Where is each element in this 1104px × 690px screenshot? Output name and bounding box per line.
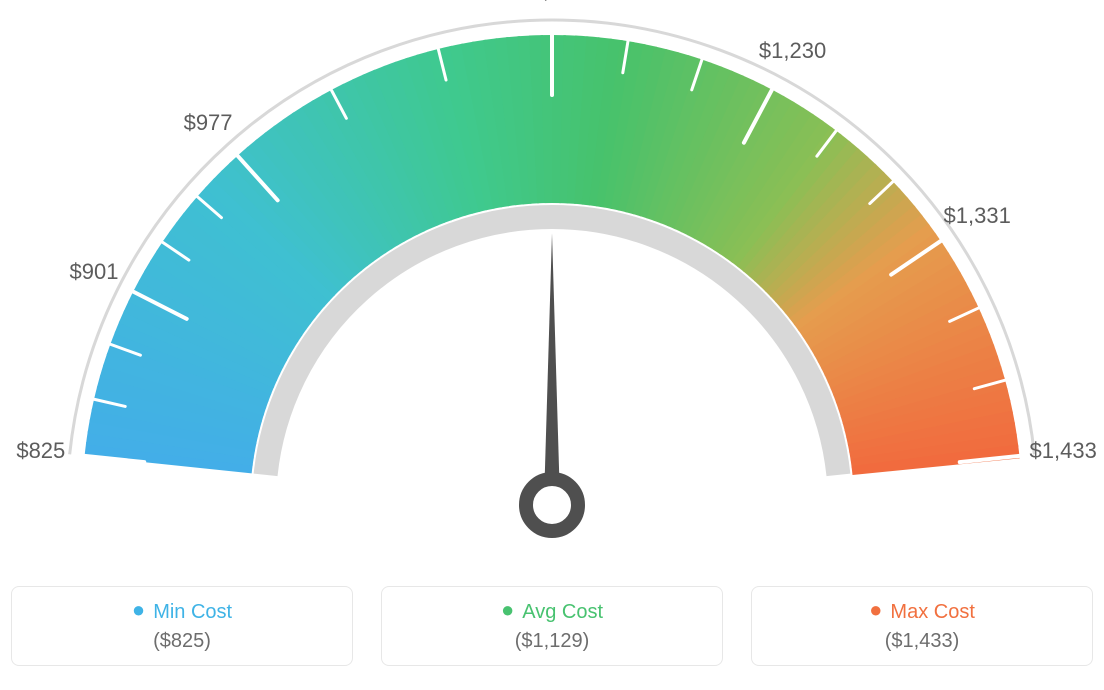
legend-card-min: ● Min Cost ($825) (11, 586, 353, 667)
gauge-hub (526, 479, 578, 531)
gauge-tick-label: $901 (70, 259, 119, 285)
gauge-tick-label: $825 (16, 438, 65, 464)
gauge-tick-label: $1,230 (759, 38, 826, 64)
gauge-tick-label: $1,129 (518, 0, 585, 4)
legend-label-avg: Avg Cost (522, 601, 603, 624)
legend-value-min: ($825) (22, 630, 342, 653)
gauge-tick-label: $1,433 (1030, 438, 1097, 464)
gauge-tick-label: $1,331 (944, 203, 1011, 229)
legend-row: ● Min Cost ($825) ● Avg Cost ($1,129) ● … (0, 586, 1104, 667)
legend-label-min: Min Cost (153, 601, 232, 624)
legend-card-max: ● Max Cost ($1,433) (751, 586, 1093, 667)
legend-label-max: Max Cost (890, 601, 974, 624)
legend-value-avg: ($1,129) (392, 630, 712, 653)
legend-value-max: ($1,433) (762, 630, 1082, 653)
cost-gauge: $825 $901 $977 $1,129 $1,230 $1,331 $1,433 (0, 0, 1104, 560)
legend-card-avg: ● Avg Cost ($1,129) (381, 586, 723, 667)
gauge-tick-label: $977 (184, 110, 233, 136)
